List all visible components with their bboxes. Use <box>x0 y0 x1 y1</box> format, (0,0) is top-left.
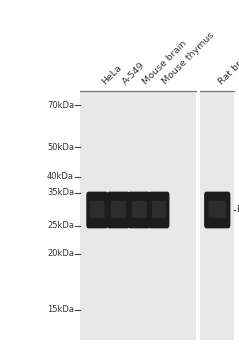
FancyBboxPatch shape <box>132 201 147 218</box>
FancyBboxPatch shape <box>90 201 104 218</box>
Text: 50kDa: 50kDa <box>47 142 74 152</box>
Text: 40kDa: 40kDa <box>47 172 74 181</box>
Text: Mouse thymus: Mouse thymus <box>161 31 216 86</box>
Text: 35kDa: 35kDa <box>47 188 74 197</box>
Text: 15kDa: 15kDa <box>47 305 74 314</box>
FancyBboxPatch shape <box>152 201 166 218</box>
FancyBboxPatch shape <box>107 192 130 228</box>
Text: Mouse brain: Mouse brain <box>141 39 189 86</box>
FancyBboxPatch shape <box>128 192 151 228</box>
FancyBboxPatch shape <box>148 192 169 228</box>
Text: 20kDa: 20kDa <box>47 249 74 258</box>
FancyBboxPatch shape <box>111 201 126 218</box>
FancyBboxPatch shape <box>86 192 108 228</box>
Bar <box>200 91 234 340</box>
FancyBboxPatch shape <box>208 201 226 218</box>
Text: Bcl-XL: Bcl-XL <box>236 205 239 215</box>
Text: A-549: A-549 <box>121 61 147 86</box>
Text: HeLa: HeLa <box>100 63 124 86</box>
Bar <box>80 91 196 340</box>
Text: 70kDa: 70kDa <box>47 100 74 110</box>
Text: Rat brain: Rat brain <box>217 49 239 86</box>
FancyBboxPatch shape <box>204 192 230 228</box>
Text: 25kDa: 25kDa <box>47 221 74 230</box>
